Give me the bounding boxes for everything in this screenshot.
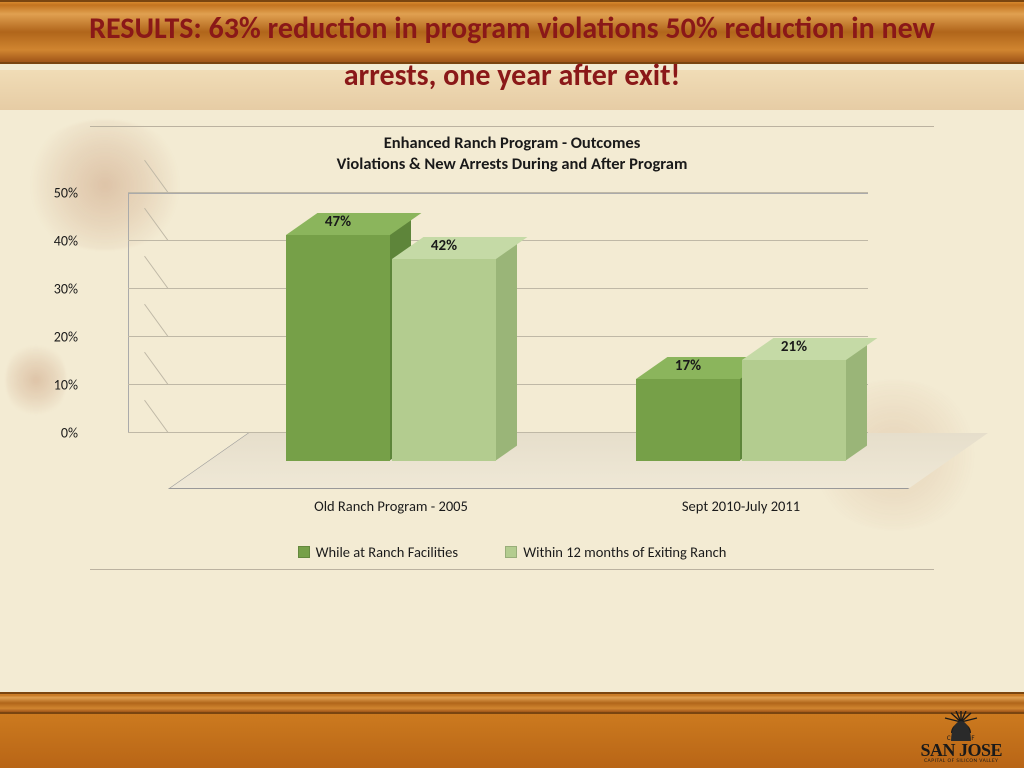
bar: 17% <box>636 379 740 461</box>
slide-title: RESULTS: 63% reduction in program violat… <box>0 6 1024 99</box>
bar: 42% <box>392 259 496 461</box>
bar: 21% <box>742 360 846 461</box>
bar-value-label: 21% <box>742 338 846 356</box>
lower-band <box>0 692 1024 714</box>
y-axis-tick: 20% <box>54 329 78 346</box>
sun-icon <box>939 711 983 733</box>
bar-value-label: 42% <box>392 237 496 255</box>
legend-label: Within 12 months of Exiting Ranch <box>523 543 726 561</box>
chart-plot-area: 0%10%20%30%40%50% 47%42%17%21% Old Ranch… <box>168 189 908 489</box>
legend-item: Within 12 months of Exiting Ranch <box>505 543 726 561</box>
x-axis-category: Sept 2010-July 2011 <box>617 497 865 515</box>
chart-title-line2: Violations & New Arrests During and Afte… <box>337 154 688 174</box>
footer-band: CITY OF SAN JOSE CAPITAL OF SILICON VALL… <box>0 714 1024 768</box>
chart-container: Enhanced Ranch Program - Outcomes Violat… <box>90 126 934 566</box>
legend-item: While at Ranch Facilities <box>298 543 458 561</box>
bar-value-label: 17% <box>636 357 740 375</box>
y-axis-tick: 10% <box>54 377 78 394</box>
logo-main-text: SAN JOSE <box>920 742 1002 758</box>
bar: 47% <box>286 235 390 461</box>
legend-swatch <box>505 546 517 558</box>
y-axis-tick: 40% <box>54 233 78 250</box>
chart-legend: While at Ranch Facilities Within 12 mont… <box>90 543 934 570</box>
chart-title-line1: Enhanced Ranch Program - Outcomes <box>384 133 641 153</box>
gridline: 50% <box>128 192 868 193</box>
y-axis-tick: 50% <box>54 185 78 202</box>
logo-tagline: CAPITAL OF SILICON VALLEY <box>920 758 1002 764</box>
y-axis-tick: 30% <box>54 281 78 298</box>
footer-logo: CITY OF SAN JOSE CAPITAL OF SILICON VALL… <box>920 711 1002 764</box>
legend-label: While at Ranch Facilities <box>316 543 458 561</box>
legend-swatch <box>298 546 310 558</box>
y-axis-tick: 0% <box>61 425 78 442</box>
bar-value-label: 47% <box>286 213 390 231</box>
x-axis-category: Old Ranch Program - 2005 <box>267 497 515 515</box>
chart-title: Enhanced Ranch Program - Outcomes Violat… <box>90 127 934 174</box>
slide: RESULTS: 63% reduction in program violat… <box>0 0 1024 768</box>
